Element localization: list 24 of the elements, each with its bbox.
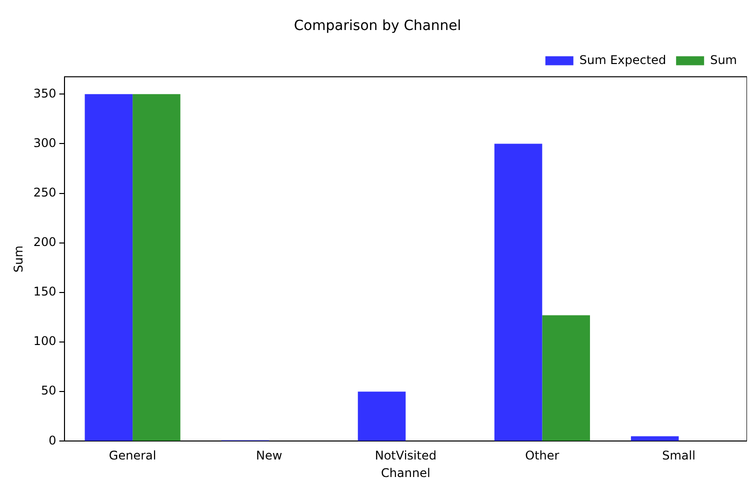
bar <box>630 436 679 441</box>
y-tick-label: 150 <box>33 284 56 299</box>
x-tick-label: New <box>256 448 282 463</box>
bar <box>494 144 542 441</box>
y-tick-label: 0 <box>48 433 56 448</box>
x-tick-label: Small <box>662 448 696 463</box>
y-tick-label: 50 <box>41 384 56 398</box>
y-tick-label: 250 <box>33 185 56 200</box>
x-axis-title: Channel <box>381 466 430 480</box>
x-tick-label: NotVisited <box>374 448 436 463</box>
bar <box>542 315 590 441</box>
legend-label: Sum <box>710 52 738 67</box>
y-tick-label: 100 <box>33 334 56 348</box>
chart-title: Comparison by Channel <box>294 18 462 34</box>
y-axis-title: Sum <box>11 246 26 272</box>
x-tick-label: Other <box>525 448 560 463</box>
x-tick-label: General <box>108 448 156 463</box>
y-tick-label: 200 <box>33 235 56 250</box>
bar <box>132 94 180 441</box>
legend-label: Sum Expected <box>579 52 666 67</box>
y-tick-label: 300 <box>33 136 56 150</box>
bar <box>84 94 133 441</box>
bar <box>358 392 406 441</box>
y-tick-label: 350 <box>33 86 56 100</box>
